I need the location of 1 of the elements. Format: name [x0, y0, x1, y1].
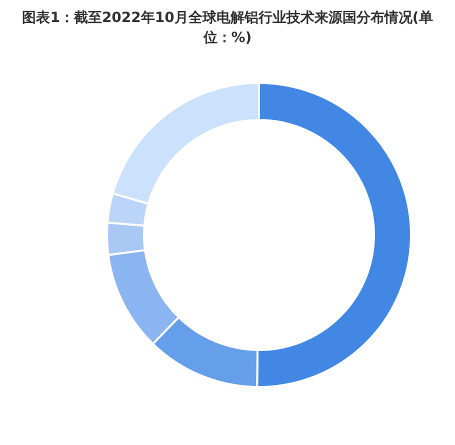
chart-title: 图表1：截至2022年10月全球电解铝行业技术来源国分布情况(单位：%) [21, 9, 434, 48]
